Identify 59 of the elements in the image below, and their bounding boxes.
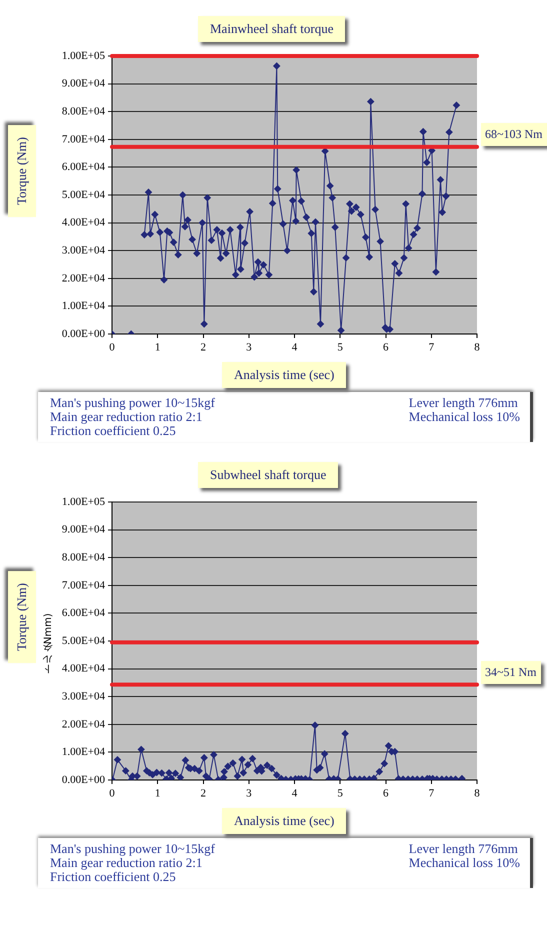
x-axis-title: Analysis time (sec) xyxy=(222,808,346,834)
y-axis-title: Torque (Nm) xyxy=(8,571,36,664)
y-axis-title: Torque (Nm) xyxy=(8,125,36,218)
y-tick-label: 4.00E+04 xyxy=(62,216,106,229)
y-tick-label: 2.00E+04 xyxy=(62,272,106,284)
x-tick-label: 1 xyxy=(154,341,160,354)
x-tick-label: 7 xyxy=(428,341,435,354)
y-tick-label: 8.00E+04 xyxy=(62,551,106,564)
x-tick-label: 3 xyxy=(246,787,252,800)
x-tick-label: 6 xyxy=(383,787,389,800)
y-tick-label: 8.00E+04 xyxy=(62,105,106,118)
y-tick-label: 4.00E+04 xyxy=(62,662,106,675)
x-axis-title: Analysis time (sec) xyxy=(222,362,346,388)
x-tick-label: 5 xyxy=(337,787,344,800)
x-tick-label: 4 xyxy=(292,341,298,354)
x-tick-label: 2 xyxy=(200,787,206,800)
text: Main gear reduction ratio 2:1 xyxy=(50,855,202,870)
text: Friction coefficient 0.25 xyxy=(50,423,177,438)
x-tick-label: 0 xyxy=(109,787,116,800)
text: Lever length 776mm xyxy=(408,395,519,410)
x-tick-label: 1 xyxy=(154,787,160,800)
y-tick-label: 3.00E+04 xyxy=(62,690,106,702)
text: Lever length 776mm xyxy=(408,841,519,856)
y-tick-label: 1.00E+05 xyxy=(62,50,106,62)
y-tick-label: 0.00E+00 xyxy=(62,328,106,340)
y-tick-label: 9.00E+04 xyxy=(62,78,106,90)
x-tick-label: 3 xyxy=(246,341,252,354)
x-tick-label: 5 xyxy=(337,341,344,354)
chart-title: Mainwheel shaft torque xyxy=(198,16,346,42)
x-tick-label: 4 xyxy=(292,787,298,800)
text: Mechanical loss 10% xyxy=(408,409,520,424)
text: Man's pushing power 10~15kgf xyxy=(50,395,216,410)
y-tick-label: 7.00E+04 xyxy=(62,133,106,146)
text: Man's pushing power 10~15kgf xyxy=(50,841,216,856)
y-tick-label: 6.00E+04 xyxy=(62,607,106,620)
y-tick-label: 7.00E+04 xyxy=(62,579,106,592)
x-tick-label: 8 xyxy=(474,341,480,354)
y-tick-label: 0.00E+00 xyxy=(62,774,106,786)
y-tick-label: 6.00E+04 xyxy=(62,161,106,174)
ref-line-label: 34~51 Nm xyxy=(481,660,540,684)
x-tick-label: 0 xyxy=(109,341,116,354)
y-tick-label: 3.00E+04 xyxy=(62,244,106,256)
y-tick-label: 5.00E+04 xyxy=(62,188,106,201)
ref-line-label: 68~103 Nm xyxy=(481,122,546,146)
x-tick-label: 7 xyxy=(428,787,435,800)
x-tick-label: 6 xyxy=(383,341,389,354)
text: トルク(Nmm) xyxy=(42,612,55,681)
y-tick-label: 5.00E+04 xyxy=(62,634,106,647)
text: Mechanical loss 10% xyxy=(408,855,520,870)
y-tick-label: 2.00E+04 xyxy=(62,718,106,730)
y-tick-label: 9.00E+04 xyxy=(62,524,106,536)
y-tick-label: 1.00E+04 xyxy=(62,300,106,312)
x-tick-label: 8 xyxy=(474,787,480,800)
chart-title: Subwheel shaft torque xyxy=(198,462,338,488)
y-tick-label: 1.00E+05 xyxy=(62,496,106,508)
text: Main gear reduction ratio 2:1 xyxy=(50,409,202,424)
text: Friction coefficient 0.25 xyxy=(50,869,177,884)
x-tick-label: 2 xyxy=(200,341,206,354)
y-tick-label: 1.00E+04 xyxy=(62,746,106,758)
